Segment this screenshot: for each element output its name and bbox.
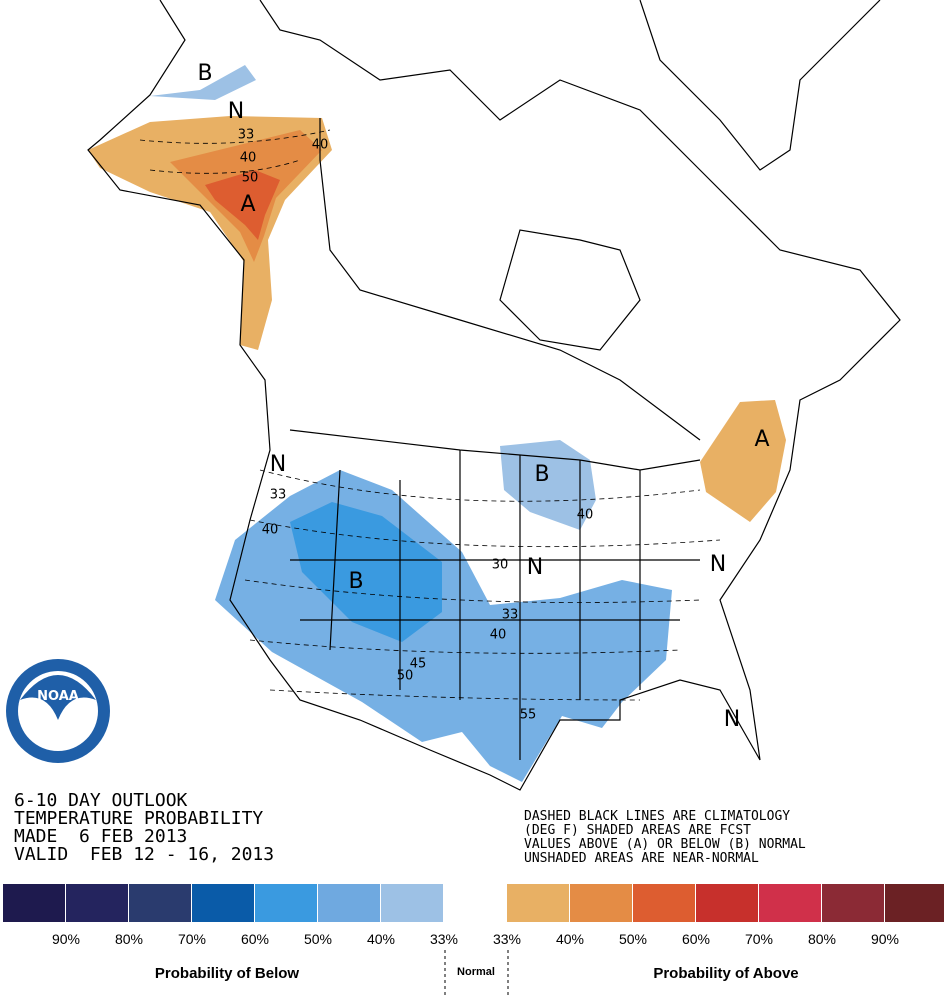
legend-swatch	[129, 884, 191, 922]
climatology	[139, 129, 721, 701]
above-50	[205, 170, 280, 240]
map-label: 40	[577, 508, 594, 523]
state-lines	[290, 450, 700, 760]
legend-swatch	[318, 884, 380, 922]
map-label: 30	[492, 558, 509, 573]
coastline	[87, 0, 901, 791]
note-line: DASHED BLACK LINES ARE CLIMATOLOGY	[524, 809, 790, 824]
greenland	[639, 0, 881, 171]
map-label: A	[240, 192, 255, 217]
legend-swatch	[3, 884, 65, 922]
map-label: 40	[262, 523, 279, 538]
map-label: 40	[312, 138, 329, 153]
below-33-lakes	[500, 440, 596, 530]
legend-label: 33%	[493, 931, 521, 947]
map-label: 33	[270, 488, 287, 503]
legend-caption: Probability of Below	[155, 965, 300, 982]
legend-swatch	[192, 884, 254, 922]
legend-label: 60%	[241, 931, 269, 947]
map-label: N	[527, 555, 543, 580]
legend-swatch	[759, 884, 821, 922]
legend-label: 33%	[430, 931, 458, 947]
map-labels: B N 33 40 50 A 40 N 33 40 B B 40 30 N 33…	[197, 61, 769, 732]
legend-label: 90%	[52, 931, 80, 947]
below-40	[215, 470, 672, 782]
map-label: B	[197, 61, 212, 86]
legend-swatch	[822, 884, 884, 922]
legend-label: 70%	[745, 931, 773, 947]
legend-label: 50%	[304, 931, 332, 947]
border	[289, 118, 701, 471]
legend-swatch	[255, 884, 317, 922]
title-line: MADE 6 FEB 2013	[14, 826, 187, 847]
legend-label: 60%	[682, 931, 710, 947]
map-label: B	[348, 569, 363, 594]
legend-swatch	[570, 884, 632, 922]
map-label: N	[710, 552, 726, 577]
legend-label: 90%	[871, 931, 899, 947]
legend-swatch	[696, 884, 758, 922]
map-label: 50	[242, 171, 259, 186]
legend-caption: Normal	[457, 966, 495, 978]
map-label: 33	[502, 608, 519, 623]
legend: Probability of Below Normal Probability …	[3, 884, 944, 998]
map-label: 55	[520, 708, 537, 723]
note-line: VALUES ABOVE (A) OR BELOW (B) NORMAL	[524, 837, 806, 852]
title-line: VALID FEB 12 - 16, 2013	[14, 844, 274, 865]
hudson-bay	[499, 229, 641, 351]
map-label: 40	[490, 628, 507, 643]
legend-label: 80%	[115, 931, 143, 947]
notes: DASHED BLACK LINES ARE CLIMATOLOGY (DEG …	[524, 809, 806, 866]
legend-caption: Probability of Above	[653, 965, 798, 982]
map-label: 40	[240, 151, 257, 166]
title-line: TEMPERATURE PROBABILITY	[14, 808, 263, 829]
above-33-northeast	[700, 400, 786, 522]
logo-text: NOAA	[37, 689, 79, 704]
title-block: 6-10 DAY OUTLOOK TEMPERATURE PROBABILITY…	[14, 790, 274, 865]
below-50	[290, 502, 442, 642]
map-label: B	[534, 462, 549, 487]
map-label: 45	[410, 657, 427, 672]
legend-swatch	[381, 884, 443, 922]
title-line: 6-10 DAY OUTLOOK	[14, 790, 188, 811]
legend-swatch	[885, 884, 944, 922]
note-line: UNSHADED AREAS ARE NEAR-NORMAL	[524, 851, 759, 866]
legend-swatch	[66, 884, 128, 922]
map-label: A	[754, 427, 769, 452]
map-label: N	[270, 452, 286, 477]
legend-label: 40%	[556, 931, 584, 947]
logo-gull	[20, 675, 96, 720]
legend-label: 40%	[367, 931, 395, 947]
legend-swatch	[444, 884, 506, 922]
map-label: N	[724, 707, 740, 732]
legend-swatch	[507, 884, 569, 922]
legend-swatch	[633, 884, 695, 922]
legend-label: 70%	[178, 931, 206, 947]
map-label: N	[228, 99, 244, 124]
below-33-alaska	[150, 65, 256, 100]
legend-label: 50%	[619, 931, 647, 947]
note-line: (DEG F) SHADED AREAS ARE FCST	[524, 823, 751, 838]
map-label: 33	[238, 128, 255, 143]
map-label: 50	[397, 669, 414, 684]
legend-label: 80%	[808, 931, 836, 947]
